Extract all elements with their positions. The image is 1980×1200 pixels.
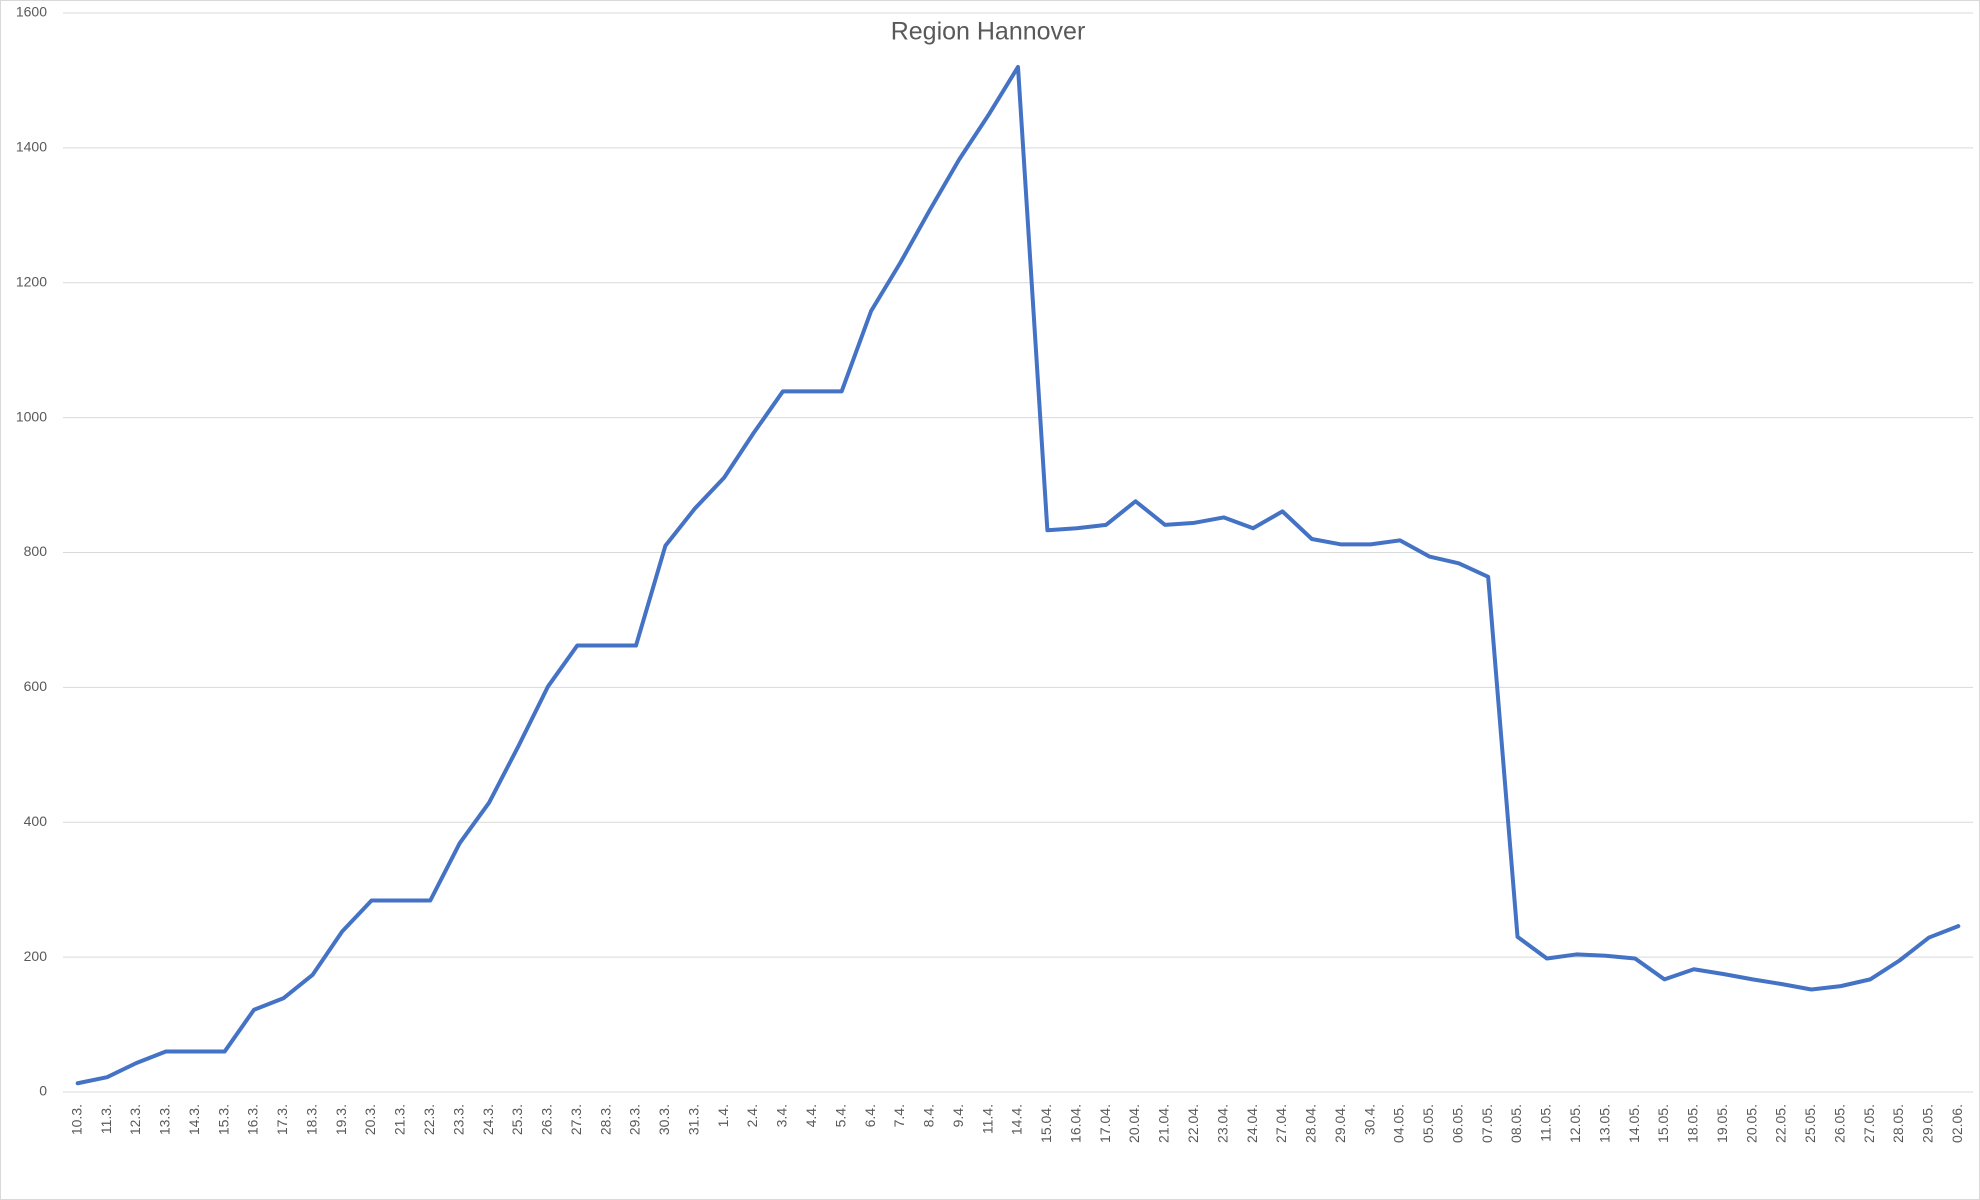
y-tick-label: 800	[24, 543, 48, 559]
x-tick-label: 15.3.	[215, 1104, 231, 1135]
x-tick-label: 28.04.	[1303, 1104, 1319, 1143]
x-tick-label: 20.3.	[362, 1104, 378, 1135]
x-tick-label: 22.05.	[1773, 1104, 1789, 1143]
x-tick-label: 8.4.	[921, 1104, 937, 1127]
x-tick-label: 6.4.	[862, 1104, 878, 1127]
y-tick-label: 600	[24, 678, 48, 694]
x-tick-label: 23.3.	[450, 1104, 466, 1135]
x-tick-label: 08.05.	[1508, 1104, 1524, 1143]
x-tick-label: 4.4.	[803, 1104, 819, 1127]
y-tick-label: 1200	[16, 273, 47, 289]
x-tick-label: 27.04.	[1273, 1104, 1289, 1143]
x-tick-label: 12.05.	[1567, 1104, 1583, 1143]
x-tick-label: 17.3.	[274, 1104, 290, 1135]
x-tick-label: 1.4.	[715, 1104, 731, 1127]
y-tick-label: 1000	[16, 408, 47, 424]
x-tick-label: 31.3.	[685, 1104, 701, 1135]
x-tick-label: 24.3.	[480, 1104, 496, 1135]
y-tick-label: 0	[39, 1083, 47, 1099]
x-tick-label: 27.05.	[1861, 1104, 1877, 1143]
x-tick-label: 29.04.	[1332, 1104, 1348, 1143]
x-tick-label: 11.3.	[98, 1104, 114, 1134]
x-tick-label: 3.4.	[774, 1104, 790, 1127]
y-tick-label: 1400	[16, 139, 47, 155]
data-line	[75, 64, 1961, 1086]
x-tick-label: 05.05.	[1420, 1104, 1436, 1143]
x-tick-label: 21.3.	[392, 1104, 408, 1135]
x-tick-label: 26.05.	[1831, 1104, 1847, 1143]
x-tick-label: 26.3.	[539, 1104, 555, 1135]
x-tick-label: 16.04.	[1067, 1104, 1083, 1143]
x-tick-label: 10.3.	[68, 1104, 84, 1135]
x-tick-label: 11.4.	[979, 1104, 995, 1134]
x-tick-label: 24.04.	[1244, 1104, 1260, 1143]
chart-title: Region Hannover	[891, 18, 1086, 46]
x-tick-label: 30.3.	[656, 1104, 672, 1135]
x-tick-label: 06.05.	[1449, 1104, 1465, 1143]
x-tick-label: 28.05.	[1890, 1104, 1906, 1143]
x-tick-label: 29.3.	[627, 1104, 643, 1135]
y-tick-label: 400	[24, 813, 48, 829]
x-tick-label: 29.05.	[1920, 1104, 1936, 1143]
x-tick-label: 14.4.	[1009, 1104, 1025, 1135]
x-tick-label: 25.05.	[1802, 1104, 1818, 1143]
x-tick-label: 22.04.	[1185, 1104, 1201, 1143]
y-tick-label: 200	[24, 948, 48, 964]
x-tick-label: 21.04.	[1156, 1104, 1172, 1143]
x-tick-label: 19.05.	[1714, 1104, 1730, 1143]
x-tick-label: 15.04.	[1038, 1104, 1054, 1143]
x-tick-label: 20.04.	[1126, 1104, 1142, 1143]
x-tick-label: 14.05.	[1626, 1104, 1642, 1143]
x-tick-label: 18.05.	[1685, 1104, 1701, 1143]
x-tick-label: 12.3.	[127, 1104, 143, 1135]
x-tick-label: 04.05.	[1391, 1104, 1407, 1143]
y-tick-label: 1600	[16, 4, 47, 20]
x-tick-label: 28.3.	[597, 1104, 613, 1135]
x-tick-label: 25.3.	[509, 1104, 525, 1135]
x-tick-label: 20.05.	[1743, 1104, 1759, 1143]
x-tick-label: 16.3.	[245, 1104, 261, 1135]
x-tick-label: 22.3.	[421, 1104, 437, 1135]
x-tick-label: 14.3.	[186, 1104, 202, 1135]
x-tick-label: 13.05.	[1596, 1104, 1612, 1143]
x-tick-label: 19.3.	[333, 1104, 349, 1135]
x-tick-label: 18.3.	[303, 1104, 319, 1135]
x-tick-label: 30.4.	[1361, 1104, 1377, 1135]
x-tick-label: 9.4.	[950, 1104, 966, 1127]
x-tick-label: 27.3.	[568, 1104, 584, 1135]
x-tick-label: 11.05.	[1538, 1104, 1554, 1142]
x-tick-label: 17.04.	[1097, 1104, 1113, 1143]
x-tick-label: 13.3.	[157, 1104, 173, 1135]
x-tick-label: 02.06.	[1949, 1104, 1965, 1143]
x-tick-label: 15.05.	[1655, 1104, 1671, 1143]
x-tick-label: 7.4.	[891, 1104, 907, 1127]
x-tick-label: 5.4.	[832, 1104, 848, 1127]
x-tick-label: 07.05.	[1479, 1104, 1495, 1143]
x-tick-label: 2.4.	[744, 1104, 760, 1127]
x-tick-label: 23.04.	[1214, 1104, 1230, 1143]
